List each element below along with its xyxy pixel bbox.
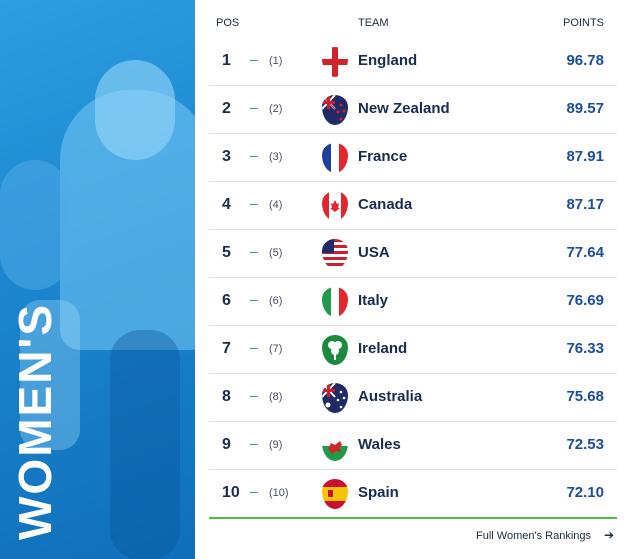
- italy-flag-icon: [322, 287, 348, 317]
- movement-indicator: –: [250, 339, 258, 355]
- header-pos: POS: [216, 17, 240, 29]
- previous-rank: (8): [269, 391, 283, 403]
- rugby-ball: [0, 160, 70, 290]
- table-row[interactable]: 3 – (3) France 87.91: [209, 134, 617, 182]
- table-row[interactable]: 6 – (6) Italy 76.69: [209, 278, 617, 326]
- previous-rank: (9): [269, 439, 283, 451]
- header-points: POINTS: [563, 17, 604, 29]
- team-points: 72.53: [566, 436, 604, 453]
- team-name[interactable]: England: [358, 52, 418, 69]
- table-row[interactable]: 1 – (1) England 96.78: [209, 38, 617, 86]
- table-row[interactable]: 9 – (9) Wales 72.53: [209, 422, 617, 470]
- new-zealand-flag-icon: [322, 95, 348, 125]
- team-name[interactable]: USA: [358, 244, 390, 261]
- team-name[interactable]: Spain: [358, 484, 399, 501]
- movement-indicator: –: [250, 291, 258, 307]
- team-name[interactable]: Ireland: [358, 340, 408, 357]
- team-name[interactable]: Italy: [358, 292, 389, 309]
- movement-indicator: –: [250, 51, 258, 67]
- team-points: 76.69: [566, 292, 604, 309]
- table-row[interactable]: 8 – (8) Australia 75.68: [209, 374, 617, 422]
- movement-indicator: –: [250, 99, 258, 115]
- team-points: 89.57: [566, 100, 604, 117]
- rank-position: 3: [222, 148, 231, 165]
- table-row[interactable]: 7 – (7) Ireland 76.33: [209, 326, 617, 374]
- rank-position: 9: [222, 436, 231, 453]
- header-team: TEAM: [358, 17, 389, 29]
- womens-photo-panel: WOMEN'S: [0, 0, 195, 559]
- previous-rank: (4): [269, 199, 283, 211]
- previous-rank: (6): [269, 295, 283, 307]
- arrow-right-icon[interactable]: ➔: [604, 528, 615, 542]
- team-points: 87.17: [566, 196, 604, 213]
- rank-position: 5: [222, 244, 231, 261]
- rank-position: 4: [222, 196, 231, 213]
- france-flag-icon: [322, 143, 348, 173]
- previous-rank: (5): [269, 247, 283, 259]
- movement-indicator: –: [250, 195, 258, 211]
- womens-label: WOMEN'S: [9, 302, 61, 540]
- wales-flag-icon: [322, 431, 348, 461]
- rank-position: 10: [222, 484, 240, 501]
- rank-position: 6: [222, 292, 231, 309]
- table-row[interactable]: 2 – (2) New Zealand 89.57: [209, 86, 617, 134]
- rank-position: 1: [222, 52, 231, 69]
- england-flag-icon: [322, 47, 348, 77]
- player-leg: [110, 330, 180, 559]
- team-points: 96.78: [566, 52, 604, 69]
- movement-indicator: –: [250, 435, 258, 451]
- movement-indicator: –: [250, 483, 258, 499]
- team-name[interactable]: Canada: [358, 196, 413, 213]
- rank-position: 8: [222, 388, 231, 405]
- team-points: 77.64: [566, 244, 604, 261]
- team-points: 75.68: [566, 388, 604, 405]
- table-row[interactable]: 5 – (5) USA 77.64: [209, 230, 617, 278]
- table-header: POS TEAM POINTS: [209, 0, 617, 38]
- spain-flag-icon: [322, 479, 348, 509]
- rank-position: 7: [222, 340, 231, 357]
- full-rankings-link[interactable]: Full Women's Rankings: [476, 530, 591, 542]
- team-name[interactable]: Australia: [358, 388, 423, 405]
- team-points: 87.91: [566, 148, 604, 165]
- previous-rank: (7): [269, 343, 283, 355]
- previous-rank: (2): [269, 103, 283, 115]
- table-row[interactable]: 10 – (10) Spain 72.10: [209, 470, 617, 519]
- player-head: [95, 60, 175, 160]
- australia-flag-icon: [322, 383, 348, 413]
- movement-indicator: –: [250, 243, 258, 259]
- movement-indicator: –: [250, 387, 258, 403]
- rank-position: 2: [222, 100, 231, 117]
- previous-rank: (10): [269, 487, 289, 499]
- canada-flag-icon: [322, 191, 348, 221]
- previous-rank: (3): [269, 151, 283, 163]
- previous-rank: (1): [269, 55, 283, 67]
- team-points: 76.33: [566, 340, 604, 357]
- usa-flag-icon: [322, 239, 348, 269]
- rankings-table: POS TEAM POINTS 1 – (1) England 96.78 2 …: [209, 0, 617, 519]
- team-points: 72.10: [566, 484, 604, 501]
- team-name[interactable]: New Zealand: [358, 100, 450, 117]
- ireland-flag-icon: [322, 335, 348, 365]
- movement-indicator: –: [250, 147, 258, 163]
- table-row[interactable]: 4 – (4) Canada 87.17: [209, 182, 617, 230]
- team-name[interactable]: Wales: [358, 436, 401, 453]
- team-name[interactable]: France: [358, 148, 408, 165]
- player-arm: [20, 300, 80, 450]
